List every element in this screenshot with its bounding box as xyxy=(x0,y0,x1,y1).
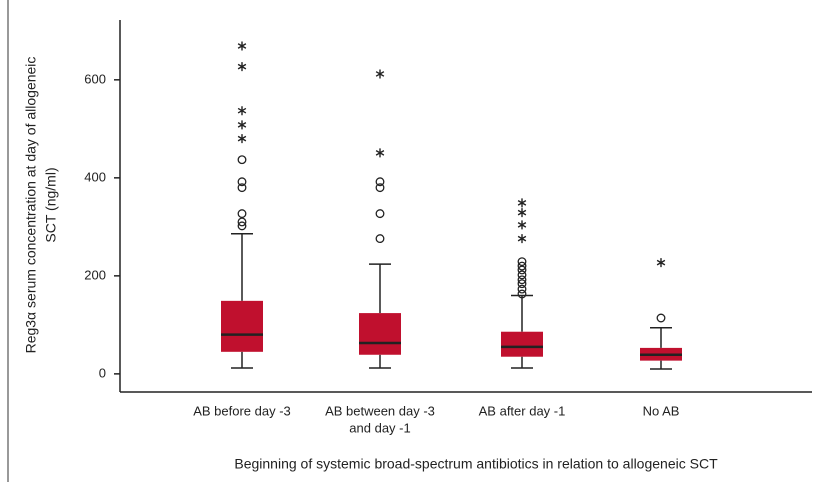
x-tick-label: and day -1 xyxy=(349,420,410,435)
x-tick-label: AB between day -3 xyxy=(325,403,435,418)
outlier xyxy=(517,270,527,280)
extreme xyxy=(517,220,527,230)
extreme xyxy=(237,106,247,116)
outlier xyxy=(517,257,527,267)
outlier xyxy=(517,265,527,275)
extreme xyxy=(237,134,247,144)
x-axis-label: Beginning of systemic broad-spectrum ant… xyxy=(234,456,718,472)
extreme xyxy=(375,69,385,79)
box xyxy=(359,313,401,355)
extreme xyxy=(517,198,527,208)
outlier xyxy=(375,183,385,193)
outlier xyxy=(237,209,247,219)
outlier xyxy=(375,177,385,187)
x-tick-label: AB before day -3 xyxy=(193,403,291,418)
extreme xyxy=(656,258,666,268)
x-tick-label: No AB xyxy=(643,403,680,418)
extreme xyxy=(237,41,247,51)
outlier xyxy=(517,279,527,289)
x-tick-label: AB after day -1 xyxy=(479,403,566,418)
extreme xyxy=(375,148,385,158)
outlier xyxy=(375,234,385,244)
y-tick-label: 200 xyxy=(84,267,106,282)
y-axis-label-line: SCT (ng/ml) xyxy=(43,167,59,242)
outlier xyxy=(375,209,385,219)
outlier xyxy=(517,275,527,285)
y-axis-label-line: Reg3α serum concentration at day of allo… xyxy=(23,57,39,354)
extreme xyxy=(237,62,247,72)
extreme xyxy=(237,120,247,130)
outlier xyxy=(237,221,247,231)
outlier xyxy=(517,284,527,294)
extreme xyxy=(517,234,527,244)
y-tick-label: 600 xyxy=(84,71,106,86)
extreme xyxy=(517,208,527,218)
outlier xyxy=(237,183,247,193)
y-axis-label: Reg3α serum concentration at day of allo… xyxy=(23,57,59,354)
outlier xyxy=(517,289,527,299)
outlier xyxy=(237,217,247,227)
outlier xyxy=(237,177,247,187)
outlier xyxy=(517,261,527,271)
outlier xyxy=(237,155,247,165)
outlier xyxy=(656,313,666,323)
box xyxy=(501,331,543,357)
box xyxy=(221,300,263,352)
y-tick-label: 0 xyxy=(99,365,106,380)
y-tick-label: 400 xyxy=(84,169,106,184)
